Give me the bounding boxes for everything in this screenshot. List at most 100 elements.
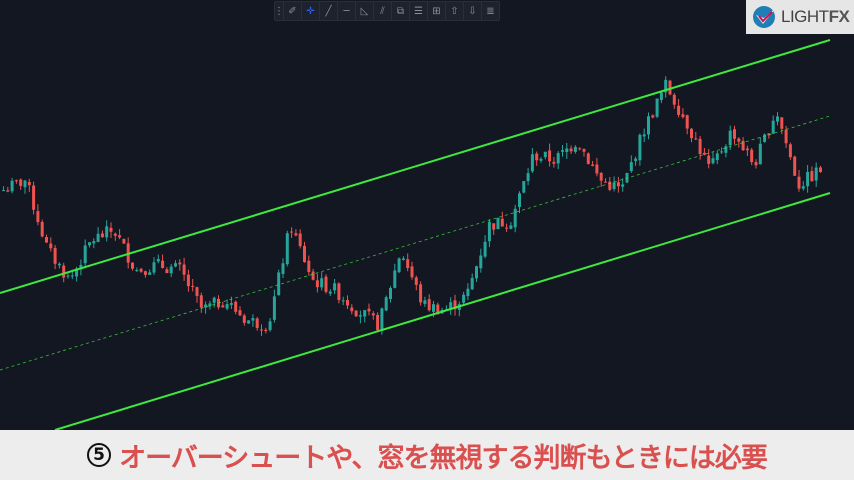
candle-body [698,138,702,155]
candle-body [397,258,401,273]
candle-body [290,231,294,233]
candle-body [797,176,801,189]
candle-body [281,263,285,274]
candle-body [763,134,767,142]
trend-line-icon[interactable]: ╱ [319,2,337,20]
candle-body [548,150,552,162]
triangle-icon[interactable]: ◺ [355,2,373,20]
arrow-down-icon[interactable]: ⇩ [463,2,481,20]
candle-body [505,227,509,229]
channel-lower-line [54,192,831,430]
candle-body [651,115,655,118]
candle-body [819,167,822,173]
candle-body [135,269,139,271]
candle-body [6,190,10,192]
candle-body [659,92,663,101]
candle-body [595,164,599,174]
candle-body [543,151,547,158]
candle-body [664,79,668,93]
candle-body [298,233,302,247]
candle-body [801,186,805,189]
candle-body [36,211,40,223]
candle-body [647,116,650,135]
candle-body [406,259,410,269]
candle-body [79,264,83,270]
candle-body [737,138,741,142]
candle-body [569,148,573,152]
candle-body [500,218,504,227]
candle-body [582,149,586,152]
candle-body [118,235,122,238]
candle-body [711,158,715,164]
pattern-icon[interactable]: ⧉ [391,2,409,20]
candle-body [57,263,61,266]
candle-body [53,247,57,264]
candle-body [449,302,453,310]
price-chart[interactable] [0,0,854,430]
candle-body [367,308,371,312]
candle-body [780,117,784,129]
text-lines-icon[interactable]: ≣ [481,2,499,20]
candle-body [793,156,797,176]
candle-body [771,120,775,134]
candle-body [694,138,698,140]
candle-body [599,172,603,181]
candle-body [83,245,87,264]
candle-body [23,180,27,188]
candle-body [741,140,745,151]
candle-body [225,304,229,309]
candle-body [96,233,100,243]
candle-body [642,134,646,137]
candle-body [294,233,298,236]
brush-icon[interactable]: ✐ [283,2,301,20]
grip-icon[interactable]: ⋮ [274,5,284,17]
candle-body [234,301,238,312]
candle-body [303,245,306,263]
candle-body [466,288,470,297]
crosshair-icon[interactable]: ✛ [301,2,319,20]
candle-body [315,280,319,288]
horizontal-line-icon[interactable]: ─ [337,2,355,20]
candle-body [88,242,91,246]
candle-body [62,265,66,278]
step-number: 5 [87,443,112,467]
candle-body [350,307,354,312]
candle-body [70,275,74,277]
candle-body [238,310,242,316]
candle-body [539,158,543,161]
candle-body [371,313,375,316]
candle-body [195,287,199,296]
candle-body [518,193,521,207]
candle-body [191,285,195,287]
candle-body [66,275,70,277]
candle-body [285,233,289,265]
candle-body [401,258,405,260]
fib-icon[interactable]: ☰ [409,2,427,20]
candle-body [436,304,440,315]
candle-body [165,269,169,274]
candle-body [578,148,582,150]
logo-mark-icon [753,6,776,28]
candle-body [758,143,762,165]
candle-body [393,270,397,288]
candle-body [556,153,560,164]
candle-body [573,146,577,152]
candle-body [410,266,414,278]
candle-body [389,287,392,300]
candle-body [754,162,758,166]
candle-body [32,185,36,210]
candle-body [100,233,104,238]
candle-body [2,190,5,192]
caption-bar: 5 オーバーシュートや、窓を無視する判断もときには必要 [0,430,854,480]
parallel-channel-icon[interactable]: ⫽ [373,2,391,20]
candle-body [728,130,732,146]
candle-body [92,241,96,244]
arrow-up-icon[interactable]: ⇧ [445,2,463,20]
candle-body [169,266,173,274]
candle-body [152,262,156,273]
candle-body [255,318,259,328]
lightfx-logo: LIGHTFX [746,0,854,34]
gann-icon[interactable]: ⊞ [427,2,445,20]
candle-body [535,153,539,161]
candle-body [552,161,556,164]
